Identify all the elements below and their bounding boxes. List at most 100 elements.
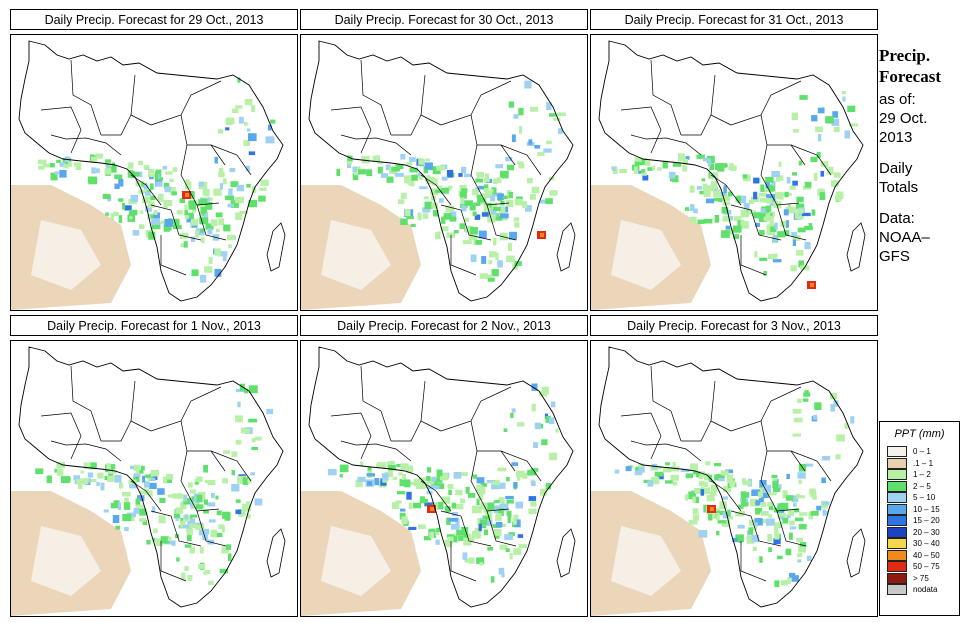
- rain-cell: [494, 213, 503, 221]
- rain-cell: [135, 504, 144, 508]
- rain-cell: [191, 269, 199, 277]
- rain-cell: [112, 515, 120, 523]
- rain-cell: [400, 508, 406, 512]
- rain-cell: [142, 475, 146, 483]
- dry-zone-patch: [611, 526, 681, 596]
- rain-cell: [202, 189, 210, 196]
- country-border: [101, 420, 152, 442]
- country-border: [681, 420, 732, 442]
- rain-cell: [426, 176, 435, 184]
- rain-cell: [786, 514, 791, 518]
- rain-cell: [357, 476, 366, 482]
- rain-cell: [820, 170, 825, 177]
- rain-cell: [124, 205, 132, 211]
- rain-cell: [774, 532, 780, 540]
- rain-cell: [444, 506, 451, 513]
- rain-cell: [372, 155, 380, 162]
- rain-cell: [248, 151, 256, 156]
- rain-cell: [408, 481, 418, 486]
- rain-cell: [441, 496, 451, 504]
- rain-cell: [426, 476, 431, 481]
- rain-cell: [497, 177, 502, 183]
- rain-cell: [222, 511, 231, 519]
- rain-cell: [229, 168, 236, 173]
- rain-cell: [247, 478, 252, 484]
- rain-cell: [401, 516, 408, 525]
- legend-swatch: [887, 446, 907, 457]
- country-border: [420, 480, 452, 512]
- legend-swatch: [887, 480, 907, 492]
- rain-cell: [517, 476, 521, 481]
- rain-cell: [690, 492, 696, 497]
- rain-cell: [88, 462, 97, 470]
- rain-cell: [189, 546, 195, 554]
- rain-cell: [468, 493, 476, 498]
- rain-cell: [488, 260, 493, 265]
- rain-cell: [149, 482, 157, 489]
- rain-cell: [200, 228, 204, 233]
- rain-cell: [514, 222, 520, 228]
- rain-cell: [789, 526, 797, 530]
- rain-cell: [339, 464, 349, 473]
- rain-cell: [430, 188, 439, 196]
- rain-cell: [87, 472, 94, 478]
- country-border: [340, 134, 412, 156]
- coastline: [18, 346, 284, 608]
- rain-cell: [155, 171, 159, 179]
- rain-cell: [56, 468, 64, 476]
- country-border: [760, 420, 806, 472]
- rain-cell: [769, 199, 777, 206]
- rain-cell: [184, 204, 188, 211]
- rain-cell: [138, 160, 143, 166]
- rain-cell: [211, 493, 215, 498]
- rain-cell: [768, 253, 776, 260]
- rain-cell: [498, 508, 504, 517]
- rain-cell: [472, 211, 477, 216]
- rain-cell: [237, 77, 241, 83]
- rain-cell: [208, 519, 216, 523]
- rain-cell: [716, 512, 720, 521]
- rain-cell: [165, 200, 173, 206]
- legend-item: 10 – 15: [887, 503, 959, 515]
- rain-cell: [219, 183, 223, 190]
- rain-cell: [164, 186, 171, 193]
- rain-cell: [107, 164, 117, 173]
- country-border: [160, 541, 187, 582]
- rain-cell: [816, 151, 821, 158]
- rain-cell: [517, 161, 524, 165]
- rain-cell: [361, 155, 370, 164]
- rain-cell: [406, 465, 414, 474]
- rain-cell: [794, 517, 804, 522]
- rain-cell: [785, 548, 792, 556]
- rain-cell: [625, 466, 632, 472]
- rain-cell: [118, 198, 124, 202]
- rain-cell: [419, 496, 425, 504]
- rain-cell: [152, 537, 156, 542]
- rain-cell: [799, 512, 808, 516]
- rain-cell: [436, 475, 443, 483]
- rain-cell: [151, 218, 160, 225]
- rain-cell: [138, 224, 145, 229]
- rain-cell: [780, 580, 788, 586]
- rain-cell: [124, 526, 129, 532]
- precip-map: [300, 34, 588, 311]
- rain-cell: [400, 218, 408, 225]
- legend-swatch: [887, 492, 907, 503]
- rain-cell: [122, 492, 131, 497]
- rain-cell: [139, 490, 147, 495]
- rain-cell: [502, 196, 508, 199]
- rain-cell: [759, 556, 763, 563]
- rain-cell: [408, 526, 417, 530]
- rain-cell: [433, 209, 439, 217]
- rain-cell: [788, 509, 795, 517]
- country-border: [790, 450, 832, 482]
- country-border: [440, 204, 492, 241]
- rain-cell: [760, 184, 765, 192]
- rain-cell: [190, 500, 194, 508]
- country-border: [150, 386, 222, 432]
- rain-cell: [435, 485, 440, 490]
- country-border: [391, 114, 442, 136]
- rain-cell: [179, 232, 189, 239]
- precip-map: [300, 340, 588, 617]
- country-border: [730, 80, 802, 126]
